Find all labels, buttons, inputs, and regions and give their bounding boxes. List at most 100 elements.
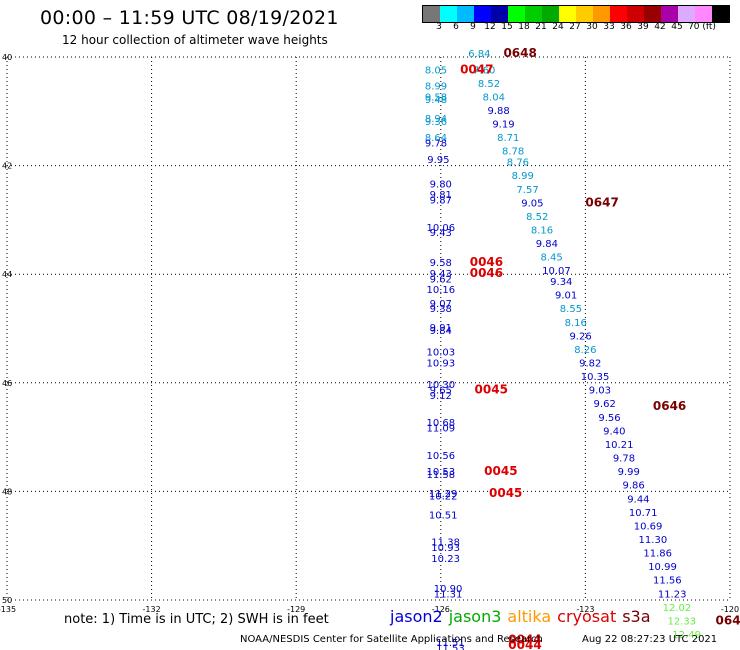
wave-height-label: 10.99 <box>648 562 677 573</box>
colorbar-label: 70 (ft) <box>688 22 716 32</box>
wave-height-label: 9.44 <box>627 494 649 505</box>
colorbar-swatch <box>576 6 593 22</box>
x-tick-label: -129 <box>287 605 305 614</box>
wave-height-label: 9.43 <box>430 269 452 280</box>
colorbar-label: 15 <box>501 22 513 32</box>
colorbar-swatch <box>491 6 508 22</box>
wave-height-label: 10.69 <box>634 521 663 532</box>
wave-height-label: 8.94 <box>425 114 447 125</box>
wave-height-label: 8.99 <box>512 171 534 182</box>
colorbar-label: 30 <box>586 22 598 32</box>
colorbar-swatch <box>644 6 661 22</box>
wave-height-label: 9.34 <box>550 277 572 288</box>
legend-item: jason3 <box>448 607 502 626</box>
colorbar-swatch <box>525 6 542 22</box>
wave-height-label: 10.22 <box>429 492 458 503</box>
colorbar-label: 33 <box>603 22 615 32</box>
wave-height-label: 11.31 <box>434 589 463 600</box>
colorbar-label: 45 <box>671 22 683 32</box>
wave-height-label: 10.68 <box>426 418 455 429</box>
wave-height-label: 10.35 <box>581 372 610 383</box>
colorbar-swatch <box>423 6 440 22</box>
colorbar-swatch <box>457 6 474 22</box>
wave-height-label: 10.21 <box>605 440 634 451</box>
wave-height-label: 9.58 <box>425 92 447 103</box>
legend-item: altika <box>507 607 552 626</box>
colorbar <box>422 5 730 23</box>
note-text: note: 1) Time is in UTC; 2) SWH is in fe… <box>64 612 329 627</box>
wave-height-label: 9.99 <box>618 467 640 478</box>
wave-height-label: 9.05 <box>521 198 543 209</box>
wave-height-label: 12.33 <box>667 616 696 627</box>
x-tick-label: -132 <box>143 605 161 614</box>
wave-height-label: 10.06 <box>426 223 455 234</box>
wave-height-label: 8.64 <box>425 133 447 144</box>
wave-height-label: 9.36 <box>425 117 447 128</box>
wave-height-label: 8.52 <box>478 79 500 90</box>
wave-height-label: 9.03 <box>589 386 611 397</box>
colorbar-label: 42 <box>654 22 666 32</box>
colorbar-swatch <box>508 6 525 22</box>
colorbar-label: 21 <box>535 22 547 32</box>
wave-height-label: 8.76 <box>507 158 529 169</box>
colorbar-label: 3 <box>436 22 442 32</box>
legend-item: s3a <box>622 607 651 626</box>
colorbar-label: 18 <box>518 22 530 32</box>
time-label: 0046 <box>470 266 503 280</box>
wave-height-label: 9.91 <box>430 323 452 334</box>
wave-height-label: 11.38 <box>431 538 460 549</box>
wave-height-label: 7.57 <box>516 185 538 196</box>
wave-height-label: 9.78 <box>425 139 447 150</box>
x-tick-label: -126 <box>432 605 450 614</box>
colorbar-label: 24 <box>552 22 564 32</box>
wave-height-label: 11.23 <box>658 589 687 600</box>
wave-height-label: 11.09 <box>426 424 455 435</box>
time-label: 0044 <box>508 632 541 646</box>
y-tick-label: 44 <box>2 270 12 279</box>
wave-height-label: 10.30 <box>426 380 455 391</box>
wave-height-label: 9.19 <box>492 120 514 131</box>
y-tick-label: 50 <box>2 596 12 605</box>
wave-height-label: 9.65 <box>430 386 452 397</box>
wave-height-label: 9.07 <box>430 299 452 310</box>
wave-height-label: 9.48 <box>425 95 447 106</box>
wave-height-label: 8.16 <box>531 225 553 236</box>
wave-height-label: 9.84 <box>430 326 452 337</box>
colorbar-swatch <box>593 6 610 22</box>
wave-height-label: 10.23 <box>431 554 460 565</box>
time-label: 0045 <box>484 464 517 478</box>
wave-height-label: 12.02 <box>663 603 692 614</box>
time-label: 0648 <box>503 46 536 60</box>
wave-height-label: 11.58 <box>426 470 455 481</box>
credit-text: NOAA/NESDIS Center for Satellite Applica… <box>240 634 543 645</box>
wave-height-label: 9.87 <box>430 196 452 207</box>
wave-height-label: 9.40 <box>603 426 625 437</box>
colorbar-swatch <box>610 6 627 22</box>
colorbar-swatch <box>712 6 729 22</box>
wave-height-label: 9.62 <box>430 274 452 285</box>
wave-height-label: 10.71 <box>629 508 658 519</box>
wave-height-label: 6.84 <box>468 49 490 60</box>
legend-item: jason2 <box>390 607 443 626</box>
wave-height-label: 9.43 <box>430 228 452 239</box>
colorbar-label: 27 <box>569 22 581 32</box>
wave-height-label: 9.12 <box>430 391 452 402</box>
colorbar-label: 6 <box>453 22 459 32</box>
colorbar-swatch <box>542 6 559 22</box>
colorbar-label: 9 <box>470 22 476 32</box>
wave-height-label: 9.62 <box>594 399 616 410</box>
wave-height-label: 10.03 <box>426 348 455 359</box>
y-tick-label: 48 <box>2 487 12 496</box>
y-tick-label: 46 <box>2 379 12 388</box>
page-title: 00:00 – 11:59 UTC 08/19/2021 <box>40 7 339 29</box>
wave-height-label: 9.56 <box>598 413 620 424</box>
wave-height-label: 9.38 <box>430 304 452 315</box>
time-label: 0045 <box>475 383 508 397</box>
wave-height-label: 8.52 <box>526 212 548 223</box>
wave-height-label: 11.56 <box>653 576 682 587</box>
wave-height-label: 9.82 <box>579 359 601 370</box>
wave-height-label: 9.81 <box>430 190 452 201</box>
time-label: 0044 <box>508 638 541 650</box>
colorbar-swatch <box>695 6 712 22</box>
wave-height-label: 11.86 <box>643 549 672 560</box>
